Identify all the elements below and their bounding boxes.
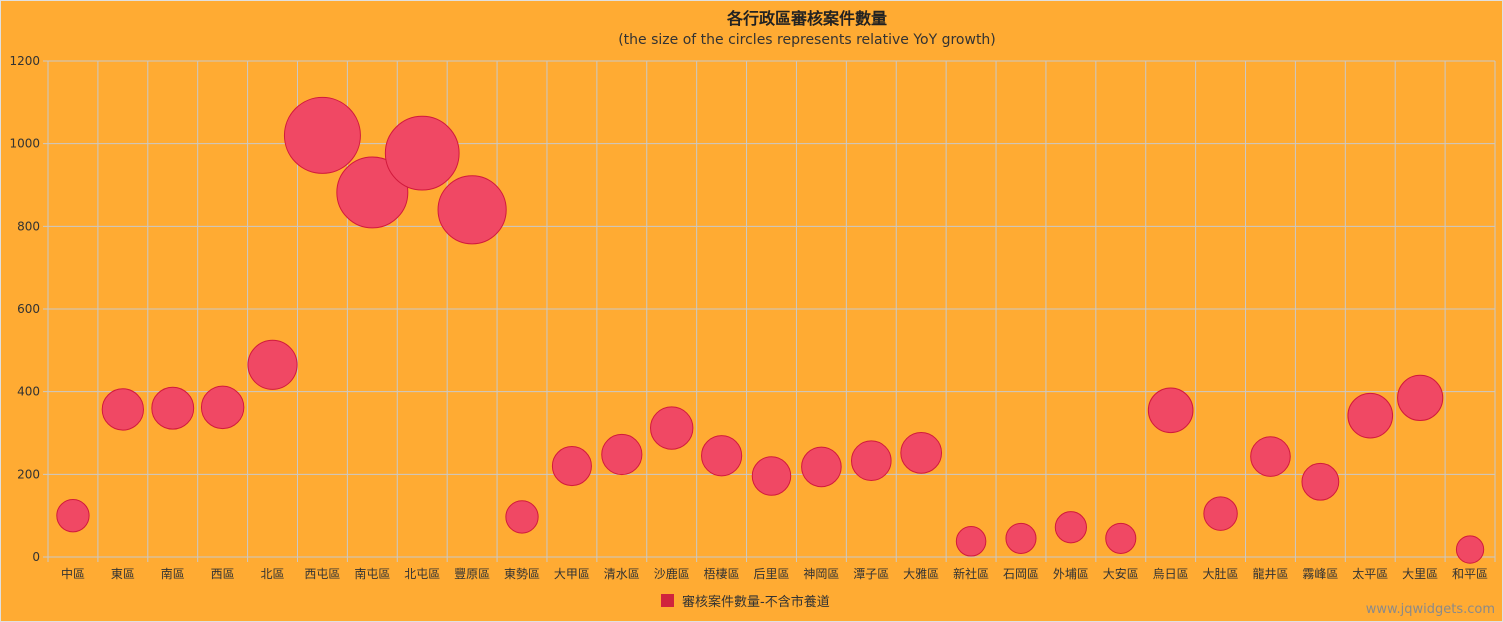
bubble-point[interactable] xyxy=(601,433,643,476)
bubble-point[interactable] xyxy=(1301,462,1340,501)
legend-swatch[interactable] xyxy=(661,594,674,607)
bubble-point[interactable] xyxy=(850,440,892,481)
bubble-point[interactable] xyxy=(751,456,792,496)
x-tick-label: 外埔區 xyxy=(1053,567,1089,581)
chart-title: 各行政區審核案件數量 xyxy=(726,9,887,28)
x-tick-label: 太平區 xyxy=(1352,566,1388,581)
x-tick-label: 大肚區 xyxy=(1203,566,1239,581)
bubble-point[interactable] xyxy=(1203,496,1238,531)
bubble-point[interactable] xyxy=(283,96,361,174)
x-tick-label: 清水區 xyxy=(604,567,640,581)
x-tick-label: 神岡區 xyxy=(803,567,839,581)
x-tick-label: 南區 xyxy=(161,566,185,581)
x-tick-label: 霧峰區 xyxy=(1302,567,1338,581)
bubble-point[interactable] xyxy=(1054,511,1087,544)
bubble-point[interactable] xyxy=(437,175,507,245)
x-tick-label: 北區 xyxy=(261,567,285,581)
bubble-point[interactable] xyxy=(384,115,460,191)
bubble-point[interactable] xyxy=(505,500,539,534)
bubble-point[interactable] xyxy=(247,339,298,390)
bubble-point[interactable] xyxy=(801,446,842,488)
legend[interactable]: 審核案件數量-不含市養道 xyxy=(661,594,830,610)
bubble-point[interactable] xyxy=(900,431,943,474)
chart-subtitle: (the size of the circles represents rela… xyxy=(618,32,996,48)
credit-link[interactable]: www.jqwidgets.com xyxy=(1366,602,1495,617)
x-tick-label: 烏日區 xyxy=(1153,567,1189,581)
x-tick-label: 龍井區 xyxy=(1252,566,1288,581)
bubble-point[interactable] xyxy=(1105,522,1137,554)
x-tick-label: 北屯區 xyxy=(404,567,440,581)
y-tick-label: 1000 xyxy=(9,137,40,151)
bubble-point[interactable] xyxy=(151,386,195,430)
x-tick-label: 沙鹿區 xyxy=(654,566,690,581)
x-tick-label: 新社區 xyxy=(953,566,989,581)
legend-label[interactable]: 審核案件數量-不含市養道 xyxy=(682,594,830,610)
bubble-point[interactable] xyxy=(1347,392,1394,439)
bubble-point[interactable] xyxy=(336,156,409,229)
x-tick-label: 南屯區 xyxy=(354,566,390,581)
y-tick-label: 1200 xyxy=(9,54,40,68)
x-tick-label: 東勢區 xyxy=(504,566,540,581)
y-tick-label: 0 xyxy=(32,550,40,564)
bubble-point[interactable] xyxy=(1250,436,1291,477)
x-tick-label: 后里區 xyxy=(753,567,789,581)
x-tick-label: 中區 xyxy=(61,566,85,581)
x-axis: 中區 東區 南區 西區 北區 西屯區 南屯區 北屯區 豐原區 東勢區 大甲區 清水區 沙鹿區 梧棲區 后里區… xyxy=(61,566,1488,581)
bubble-point[interactable] xyxy=(1005,522,1037,554)
bubble-point[interactable] xyxy=(701,435,743,477)
bubble-point[interactable] xyxy=(551,446,592,487)
bubble-point[interactable] xyxy=(1147,387,1194,434)
bubble-point[interactable] xyxy=(1397,374,1444,421)
x-tick-label: 梧棲區 xyxy=(704,566,740,581)
bubble-point[interactable] xyxy=(1455,535,1485,564)
y-axis: 0 200 400 600 800 1000 1200 xyxy=(9,54,40,564)
bubble-point[interactable] xyxy=(101,388,144,431)
y-tick-label: 800 xyxy=(17,219,40,233)
x-tick-label: 潭子區 xyxy=(853,567,889,581)
x-tick-label: 大里區 xyxy=(1402,567,1438,581)
x-tick-label: 大甲區 xyxy=(554,567,590,581)
bubble-point[interactable] xyxy=(200,385,245,430)
bubble-point[interactable] xyxy=(955,526,987,557)
y-tick-label: 600 xyxy=(17,302,40,316)
x-tick-label: 豐原區 xyxy=(454,567,490,581)
y-tick-label: 400 xyxy=(17,385,40,399)
x-tick-label: 石岡區 xyxy=(1003,567,1039,581)
y-tick-label: 200 xyxy=(17,467,40,481)
x-tick-label: 西屯區 xyxy=(304,567,340,581)
x-tick-label: 大安區 xyxy=(1103,566,1139,581)
bubble-series xyxy=(56,96,1485,564)
bubble-point[interactable] xyxy=(650,406,694,450)
bubble-point[interactable] xyxy=(56,499,90,533)
x-tick-label: 和平區 xyxy=(1452,567,1488,581)
x-tick-label: 西區 xyxy=(211,567,235,581)
x-tick-label: 東區 xyxy=(111,567,135,581)
x-tick-label: 大雅區 xyxy=(903,566,939,581)
